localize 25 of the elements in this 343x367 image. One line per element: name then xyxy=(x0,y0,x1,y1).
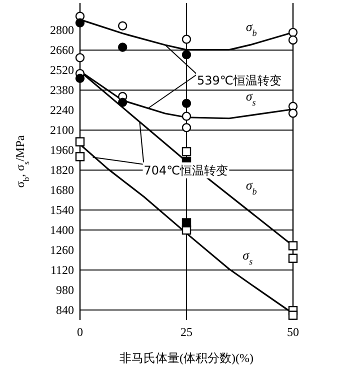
series-label: σ$_{s}$ xyxy=(242,248,254,267)
y-tick-label: 2380 xyxy=(50,83,74,98)
y-tick-label: 1260 xyxy=(50,243,74,258)
x-axis-title: 非马氏体量(体积分数)(%) xyxy=(120,351,254,365)
annotation: 704℃恒温转变 xyxy=(144,163,228,178)
annotation: 539℃恒温转变 xyxy=(197,73,282,88)
y-tick-label: 1540 xyxy=(50,203,74,218)
x-tick-label: 25 xyxy=(180,325,192,339)
y-tick-label: 980 xyxy=(56,283,74,298)
y-tick-label: 1820 xyxy=(50,163,74,178)
x-tick-label: 50 xyxy=(287,325,299,339)
y-tick-label: 2240 xyxy=(50,103,74,118)
x-tick-label: 0 xyxy=(77,325,83,339)
y-tick-label: 1120 xyxy=(50,263,74,278)
y-tick-label: 1680 xyxy=(50,183,74,198)
y-tick-label: 840 xyxy=(56,303,74,318)
series-label: σ$_{b}$ xyxy=(246,18,258,38)
y-tick-label: 1960 xyxy=(50,143,74,158)
y-tick-label: 1400 xyxy=(50,223,74,238)
y-tick-label: 2660 xyxy=(50,43,74,58)
y-tick-label: 2800 xyxy=(50,23,74,38)
series-label: σ$_{s}$ xyxy=(246,88,256,108)
y-tick-label: 2100 xyxy=(50,123,74,138)
series-label: σ$_{b}$ xyxy=(246,177,258,196)
y-tick-label: 2520 xyxy=(50,63,74,78)
